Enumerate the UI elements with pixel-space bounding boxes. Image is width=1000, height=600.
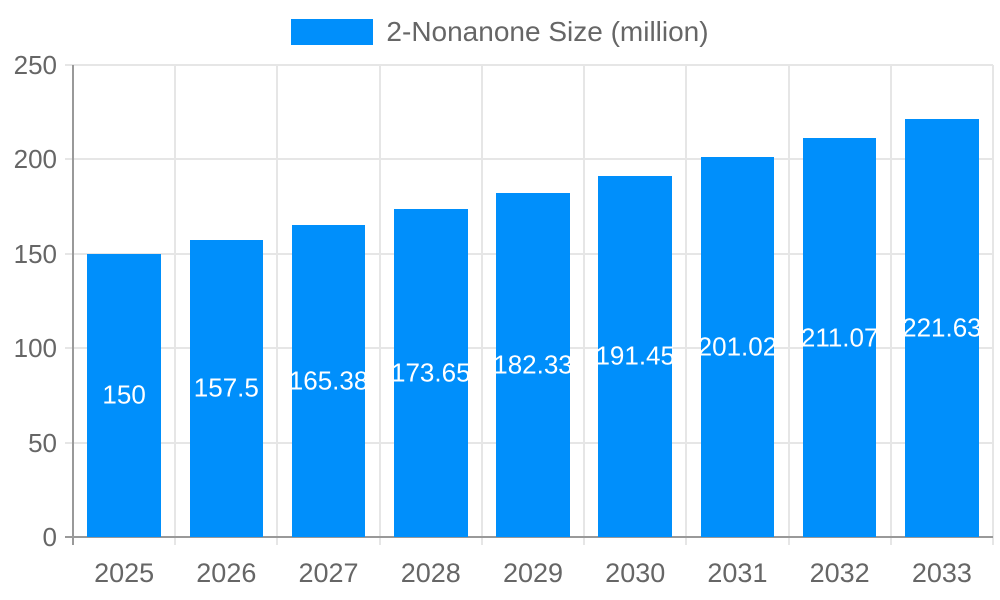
- y-tick-label: 150: [13, 238, 57, 269]
- x-axis-line: [65, 536, 993, 538]
- bar[interactable]: [291, 224, 366, 537]
- x-tick-label: 2032: [809, 558, 870, 588]
- x-tick-label: 2029: [502, 558, 564, 588]
- bar-value-label: 165.38: [288, 365, 369, 396]
- bar[interactable]: [905, 118, 979, 537]
- bar-value-label: 173.65: [391, 357, 471, 388]
- gridline-v: [276, 65, 279, 545]
- gridline-v: [992, 65, 994, 545]
- bar[interactable]: [189, 239, 264, 537]
- bar-value-label: 182.33: [493, 349, 573, 380]
- bar-value-label: 157.5: [193, 372, 259, 403]
- legend-swatch: [291, 19, 374, 45]
- bar-value-label: 191.45: [595, 340, 675, 371]
- x-tick-label: 2031: [707, 558, 768, 588]
- gridline-v: [685, 65, 688, 545]
- gridline-v: [787, 65, 790, 545]
- bar-value-label: 150: [102, 379, 146, 410]
- x-tick-label: 2027: [298, 558, 359, 588]
- x-tick-label: 2030: [605, 558, 666, 588]
- legend-label: 2-Nonanone Size (million): [386, 16, 709, 47]
- bar-value-label: 201.02: [697, 331, 778, 362]
- bar[interactable]: [802, 138, 877, 537]
- gridline-v: [480, 65, 483, 545]
- bar[interactable]: [496, 192, 570, 537]
- gridline-h: [65, 64, 993, 66]
- y-axis-line: [72, 65, 74, 545]
- x-tick-label: 2025: [94, 558, 155, 588]
- bar-value-label: 221.63: [902, 312, 982, 343]
- y-tick-label: 50: [28, 427, 57, 458]
- x-tick-label: 2028: [400, 558, 461, 588]
- x-tick-label: 2026: [196, 558, 257, 588]
- gridline-v: [174, 65, 177, 545]
- bar-value-label: 211.07: [800, 322, 879, 353]
- y-tick-label: 250: [13, 50, 57, 80]
- gridline-v: [378, 65, 381, 545]
- bar[interactable]: [87, 253, 161, 537]
- gridline-v: [583, 65, 586, 545]
- bar[interactable]: [393, 209, 468, 537]
- y-tick-label: 0: [42, 522, 57, 552]
- gridline-v: [889, 65, 892, 545]
- legend[interactable]: 2-Nonanone Size (million): [0, 12, 1000, 52]
- bar[interactable]: [598, 175, 673, 537]
- y-tick-label: 100: [13, 333, 57, 364]
- bar[interactable]: [700, 157, 775, 537]
- gridline-h: [65, 158, 993, 161]
- y-tick-label: 200: [13, 144, 57, 175]
- x-tick-label: 2033: [911, 558, 972, 588]
